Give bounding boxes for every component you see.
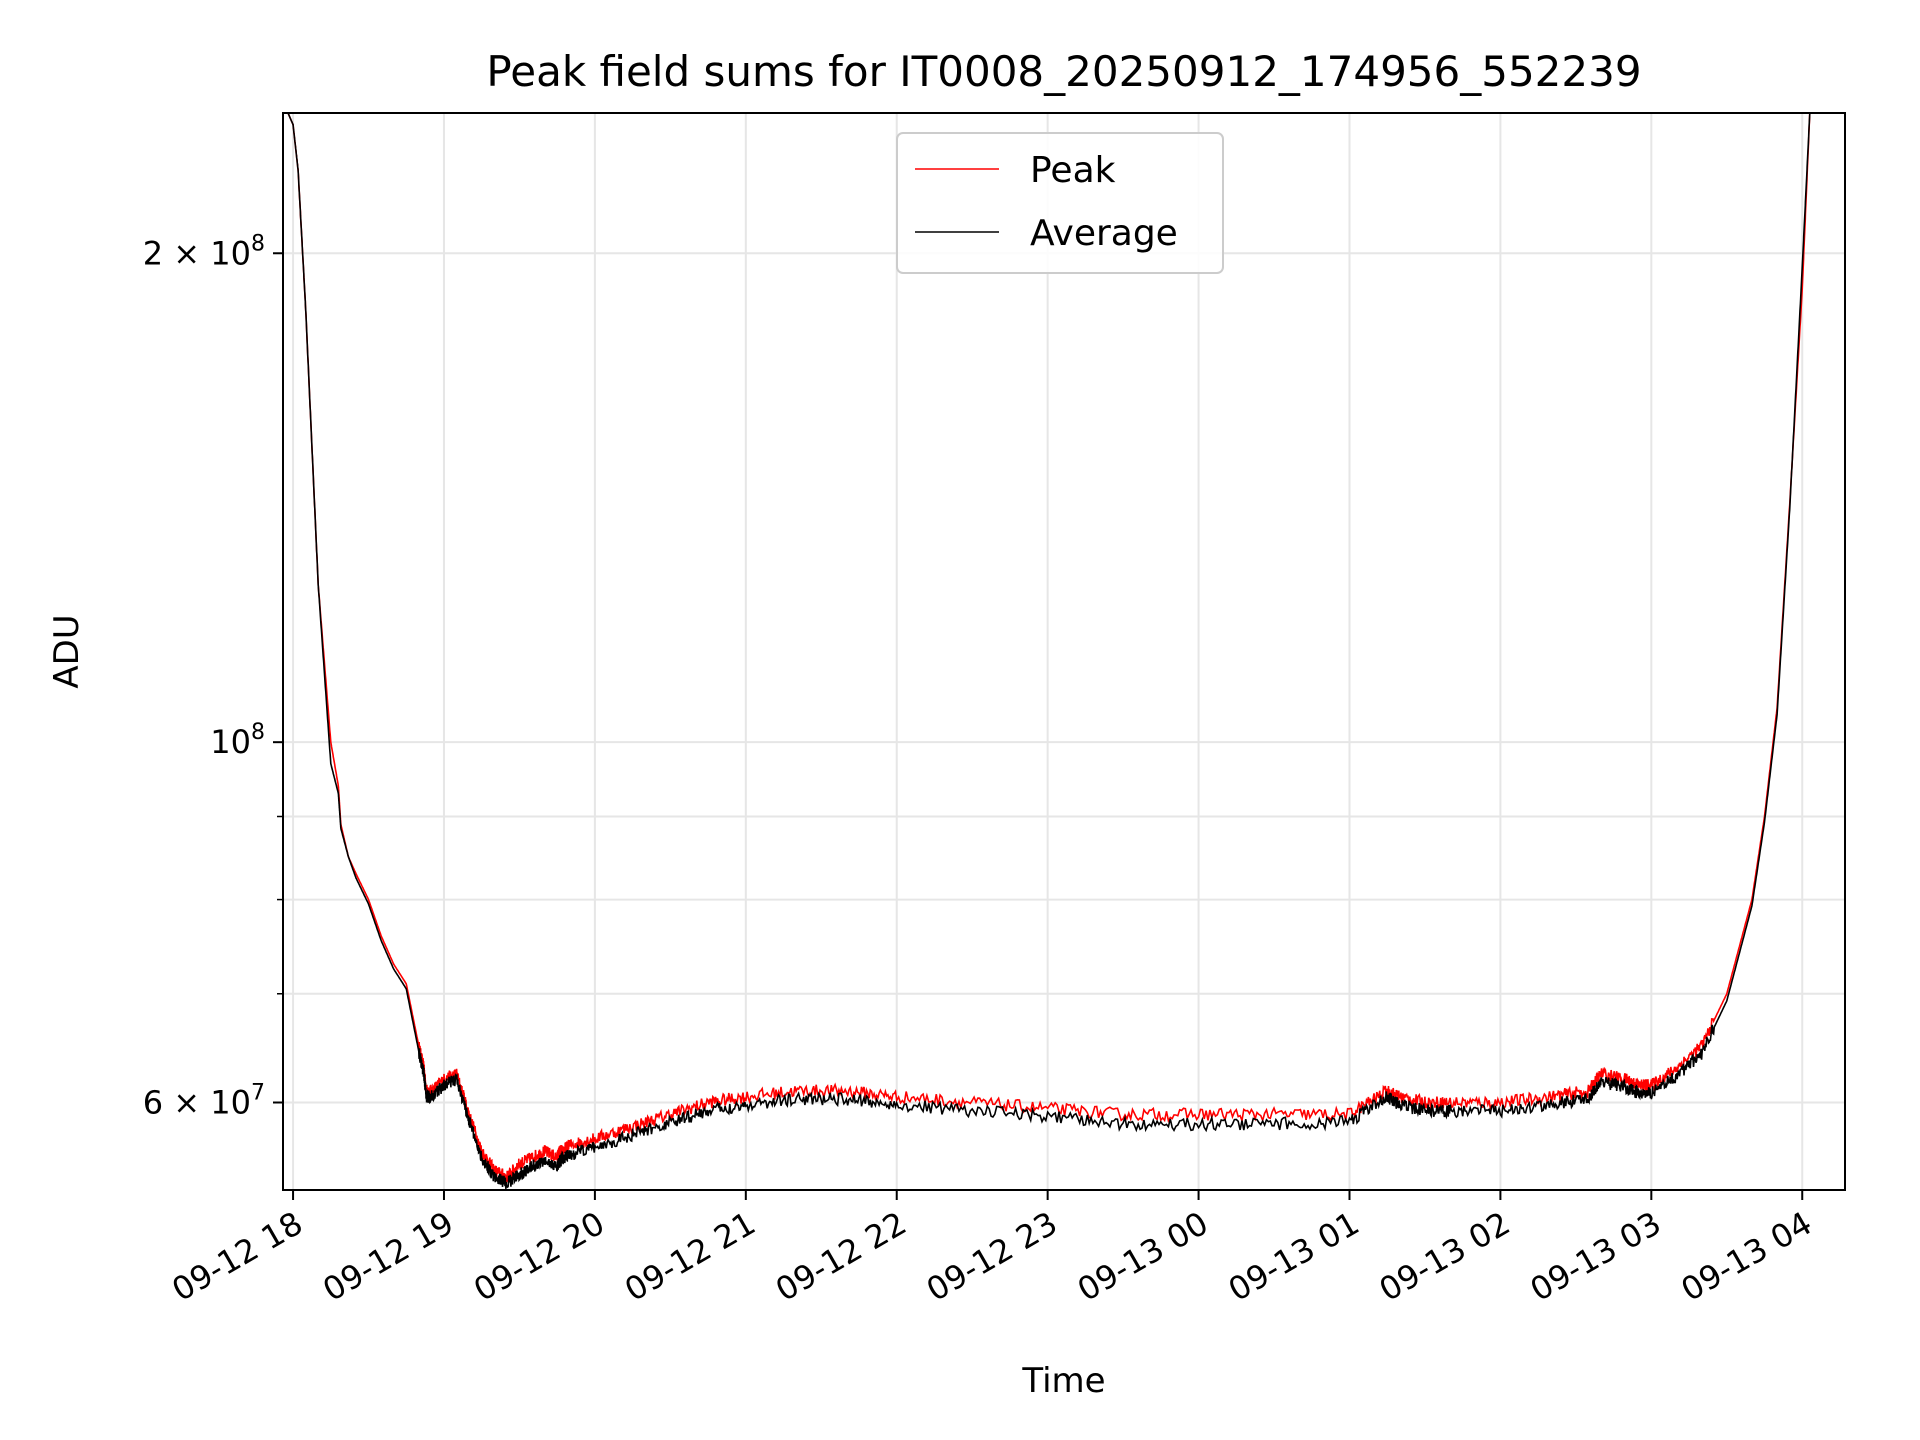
series-layer xyxy=(287,113,1811,1189)
y-tick-exponent: 7 xyxy=(251,1080,265,1105)
legend-label-average: Average xyxy=(1030,213,1178,254)
y-tick-label: 6 × 107 xyxy=(143,1080,265,1121)
y-tick-exponent: 8 xyxy=(251,720,265,745)
y-axis-title: ADU xyxy=(47,614,87,688)
grid-layer xyxy=(283,113,1845,1190)
x-axis-title: Time xyxy=(1021,1361,1105,1401)
y-tick-base: 10 xyxy=(210,234,251,272)
plot-frame xyxy=(282,112,1846,1191)
y-tick-label: 108 xyxy=(210,720,265,761)
legend-box xyxy=(896,132,1224,274)
y-tick-base: 10 xyxy=(210,723,251,761)
legend: Peak Average xyxy=(896,132,1224,274)
y-tick-exponent: 8 xyxy=(251,231,265,256)
y-tick-mantissa: 6 × xyxy=(143,1083,211,1121)
chart-title: Peak field sums for IT0008_20250912_1749… xyxy=(486,47,1641,96)
y-tick-base: 10 xyxy=(210,1083,251,1121)
y-tick-label: 2 × 108 xyxy=(143,231,265,272)
series-line-average xyxy=(287,113,1811,1189)
y-tick-mantissa: 2 × xyxy=(143,234,211,272)
legend-label-peak: Peak xyxy=(1030,150,1116,191)
